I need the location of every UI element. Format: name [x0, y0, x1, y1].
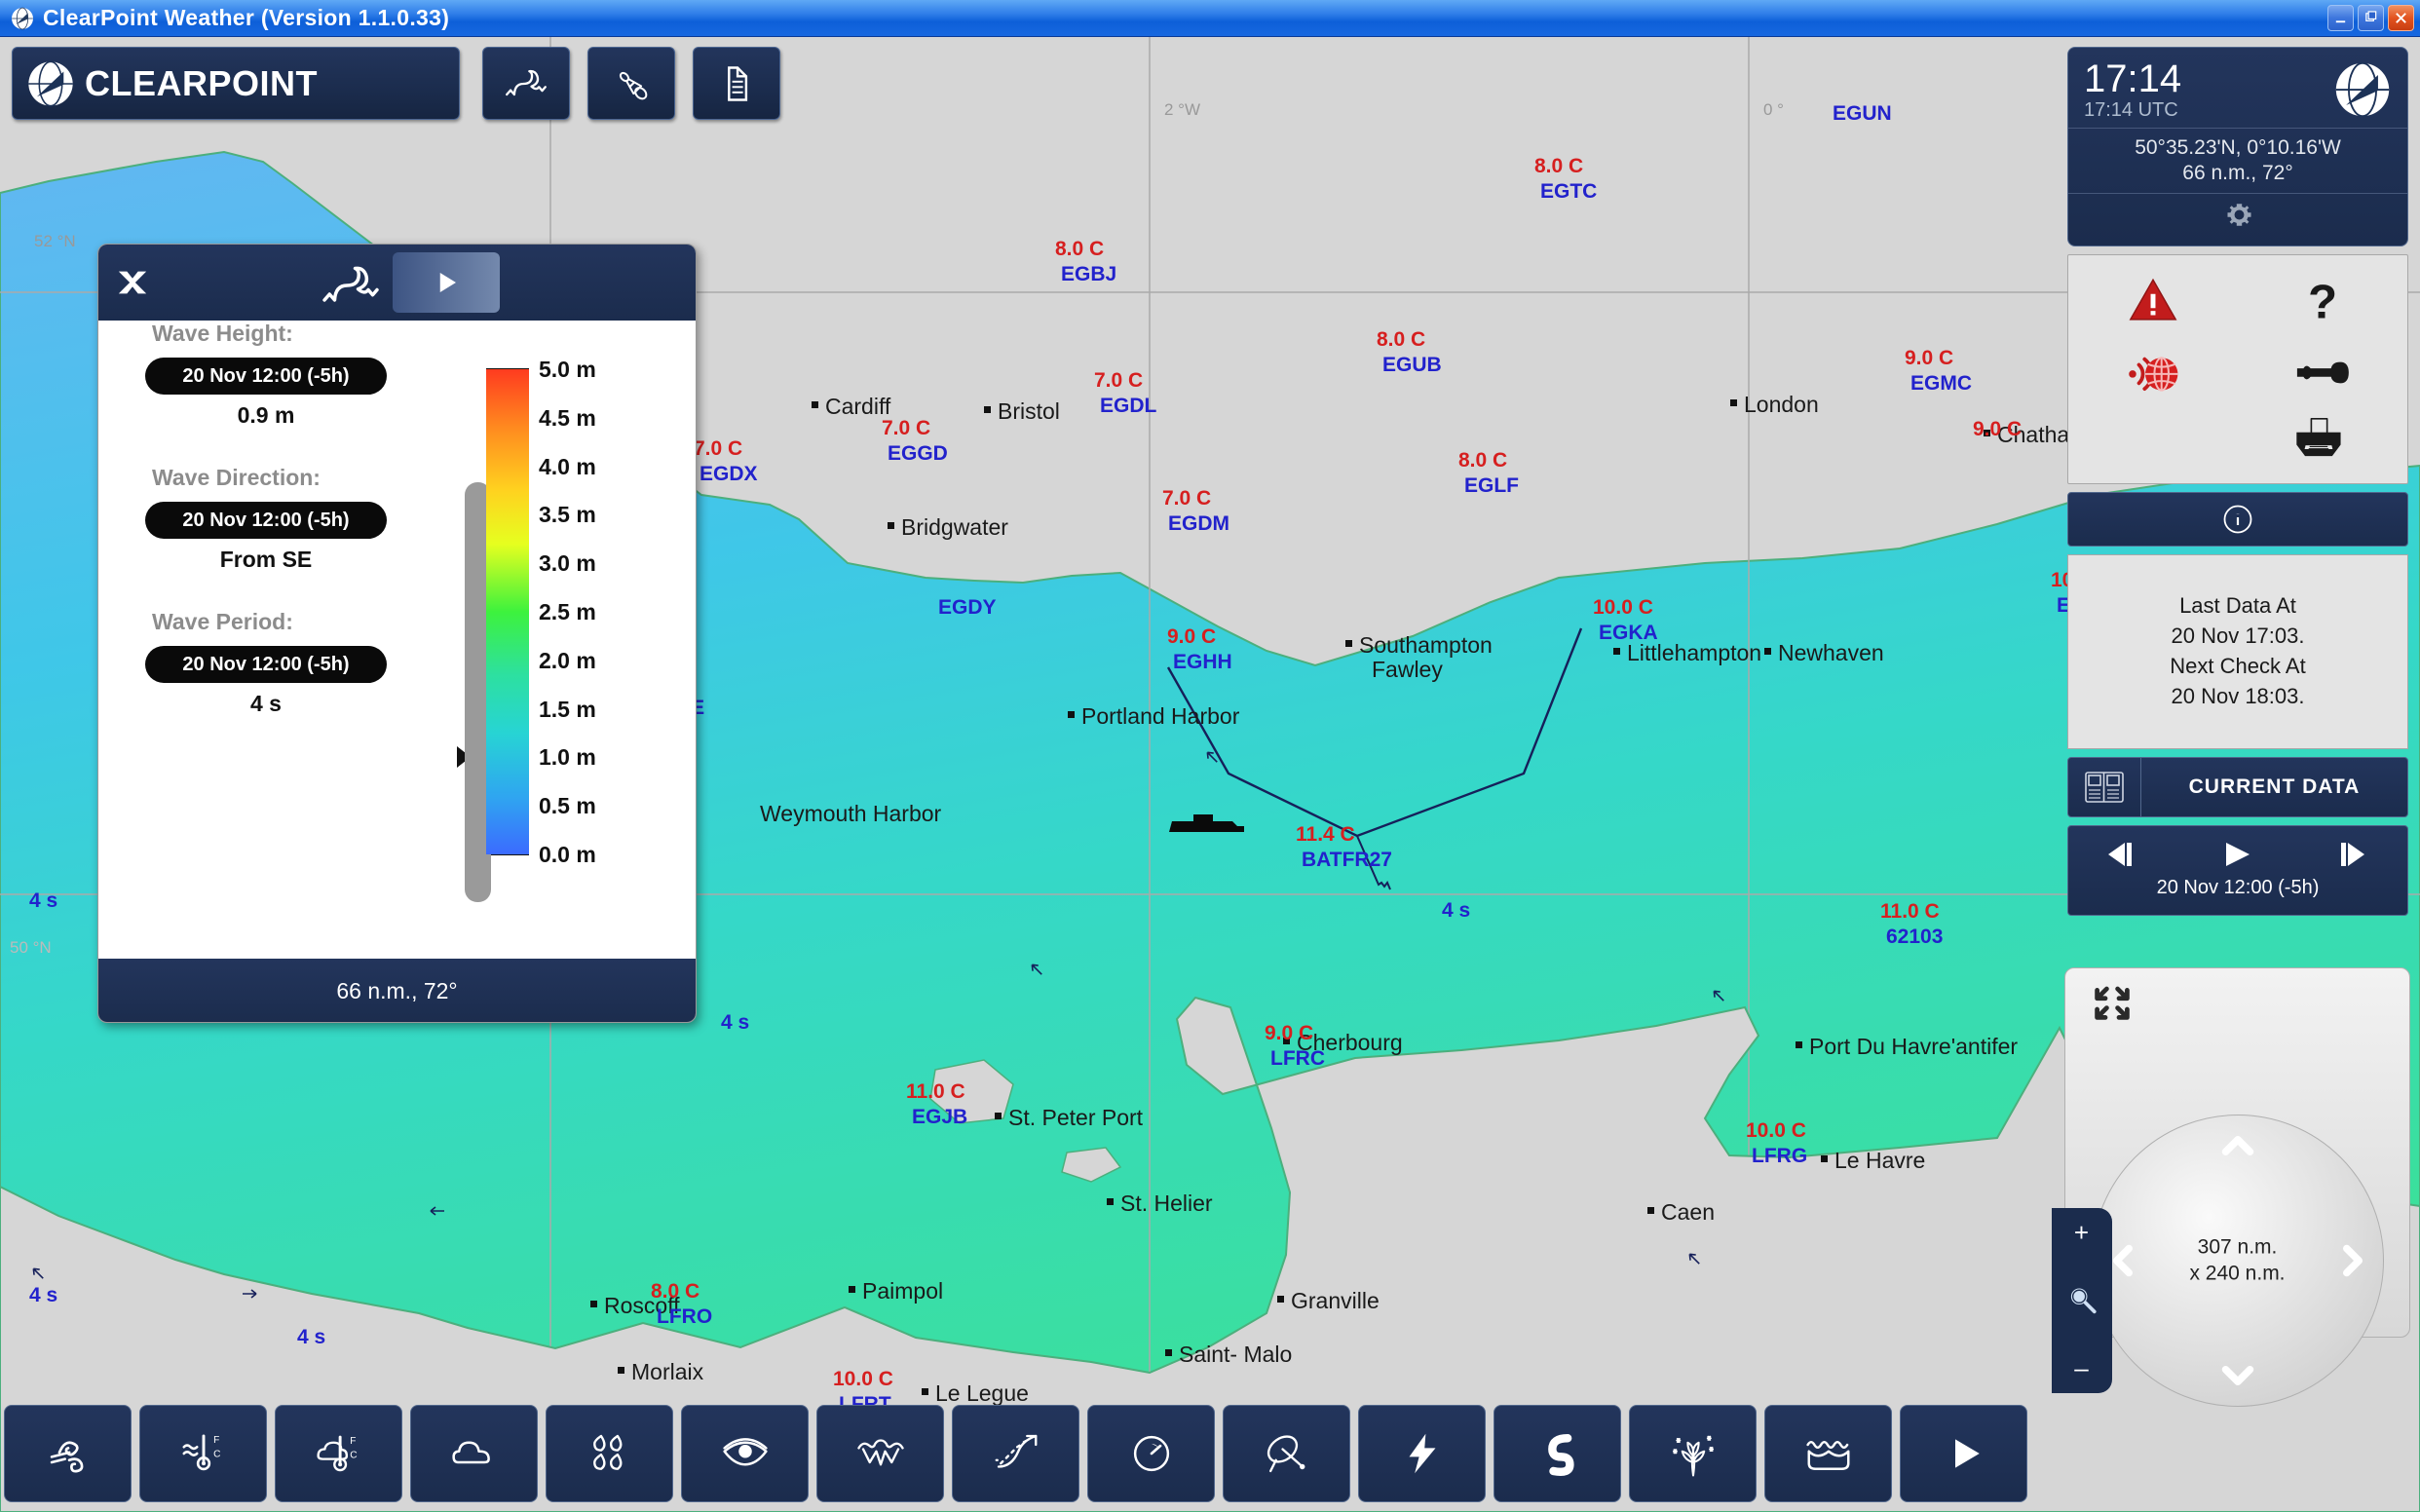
svg-text:F: F	[213, 1435, 219, 1446]
svg-text:C: C	[350, 1451, 357, 1461]
svg-text:2 °W: 2 °W	[1164, 100, 1200, 119]
svg-text:0 °: 0 °	[1763, 100, 1784, 119]
svg-text:F: F	[350, 1436, 356, 1447]
svg-text:?: ?	[2308, 275, 2337, 328]
svg-text:52 °N: 52 °N	[34, 232, 76, 250]
svg-text:50 °N: 50 °N	[10, 938, 52, 957]
svg-text:C: C	[213, 1449, 220, 1459]
